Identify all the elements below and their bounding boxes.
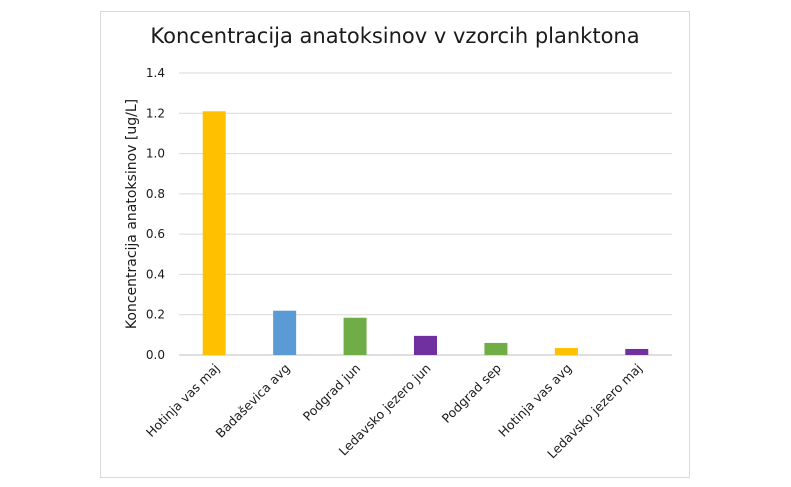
x-tick-label: Hotinja vas avg [495,361,574,440]
y-tick-label: 0.0 [146,348,165,362]
y-tick-labels: 0.0 0.2 0.4 0.6 0.8 1.0 1.2 1.4 [146,66,165,362]
x-tick-label: Hotinja vas maj [143,361,222,440]
bar [273,310,297,355]
y-tick-label: 0.2 [146,308,165,322]
y-tick-label: 1.2 [146,106,165,120]
gridlines [179,72,672,356]
bar [414,335,437,355]
bar [554,347,578,355]
bars [202,111,649,356]
y-tick-label: 0.4 [146,267,165,281]
y-tick-label: 0.8 [146,187,165,201]
x-tick-label: Podgrad jun [300,361,363,424]
y-axis-title: Koncentracija anatoksinov [ug/L] [124,99,140,329]
bar [625,348,649,355]
y-tick-label: 1.0 [146,147,165,161]
chart-title: Koncentracija anatoksinov v vzorcih plan… [150,24,640,48]
bar [343,317,367,355]
bar [484,342,508,355]
bar [202,111,226,356]
y-tick-label: 1.4 [146,66,165,80]
chart-area [100,11,690,478]
y-tick-label: 0.6 [146,227,165,241]
x-tick-label: Badaševica avg [213,361,293,441]
x-tick-label: Podgrad sep [439,360,504,425]
